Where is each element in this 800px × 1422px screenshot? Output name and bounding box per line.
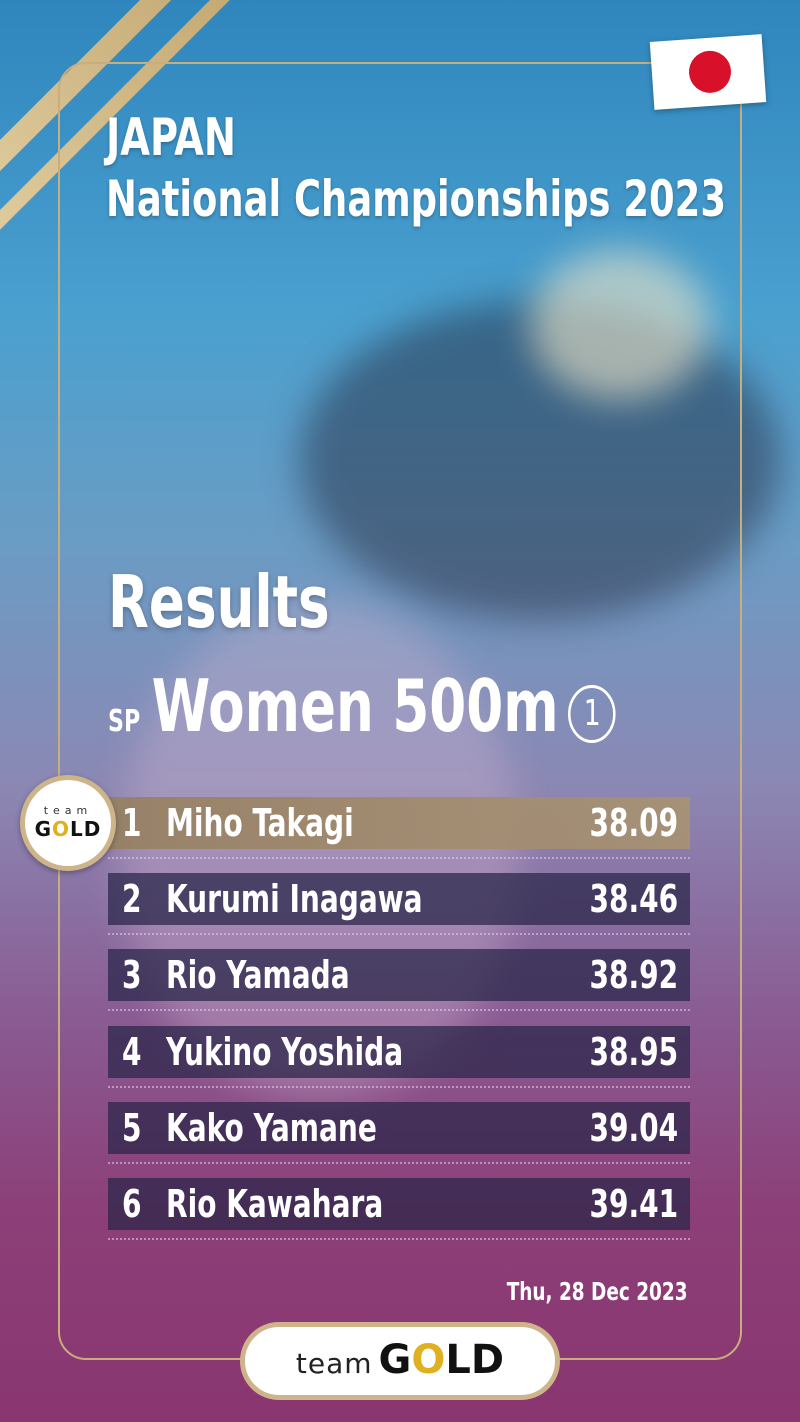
result-time: 38.46 — [589, 877, 678, 922]
result-row: 4 Yukino Yoshida 38.95 — [108, 1025, 690, 1078]
athlete-name: Rio Kawahara — [166, 1182, 384, 1226]
athlete-name: Rio Yamada — [166, 953, 350, 998]
japan-flag-icon — [649, 34, 767, 110]
result-time: 38.95 — [589, 1029, 678, 1074]
result-row: 5 Kako Yamane 39.04 — [108, 1101, 690, 1154]
rank: 5 — [122, 1105, 142, 1150]
athlete-name: Miho Takagi — [166, 801, 354, 845]
badge-small-text: team — [43, 804, 93, 817]
result-row: 6 Rio Kawahara 39.41 — [108, 1178, 690, 1230]
result-time: 39.41 — [589, 1182, 678, 1226]
rank: 6 — [122, 1182, 142, 1226]
row-divider — [108, 1009, 690, 1012]
athlete-name: Kurumi Inagawa — [166, 877, 423, 922]
row-divider — [108, 1238, 690, 1240]
row-divider — [108, 857, 690, 859]
rank: 1 — [122, 801, 142, 845]
team-gold-logo: team GOLD — [240, 1322, 560, 1400]
event-title: National Championships 2023 — [106, 170, 727, 228]
rank: 2 — [122, 877, 142, 922]
result-row: 2 Kurumi Inagawa 38.46 — [108, 873, 690, 926]
result-time: 38.92 — [589, 953, 678, 998]
result-row: 3 Rio Yamada 38.92 — [108, 949, 690, 1002]
badge-logo-text: GOLD — [34, 817, 102, 841]
event-name: Women 500m — [151, 664, 559, 748]
row-divider — [108, 1161, 690, 1164]
skater-photo-legs — [120, 600, 520, 1100]
country-title: JAPAN — [106, 108, 236, 168]
rank: 3 — [122, 953, 142, 998]
date-label: Thu, 28 Dec 2023 — [507, 1277, 688, 1306]
rank: 4 — [122, 1029, 142, 1074]
section-title: Results — [108, 560, 330, 644]
result-row: 1 Miho Takagi 38.09 — [108, 797, 690, 849]
race-number-badge: 1 — [568, 685, 616, 743]
discipline-label: SP — [108, 704, 141, 739]
skater-photo-helmet — [530, 250, 710, 400]
result-time: 38.09 — [589, 801, 678, 845]
event-heading: SP Women 500m 1 — [108, 664, 616, 749]
athlete-name: Yukino Yoshida — [166, 1029, 404, 1074]
row-divider — [108, 1085, 690, 1088]
athlete-name: Kako Yamane — [166, 1105, 377, 1150]
row-divider — [108, 933, 690, 936]
result-time: 39.04 — [589, 1105, 678, 1150]
team-gold-badge: team GOLD — [20, 775, 116, 871]
